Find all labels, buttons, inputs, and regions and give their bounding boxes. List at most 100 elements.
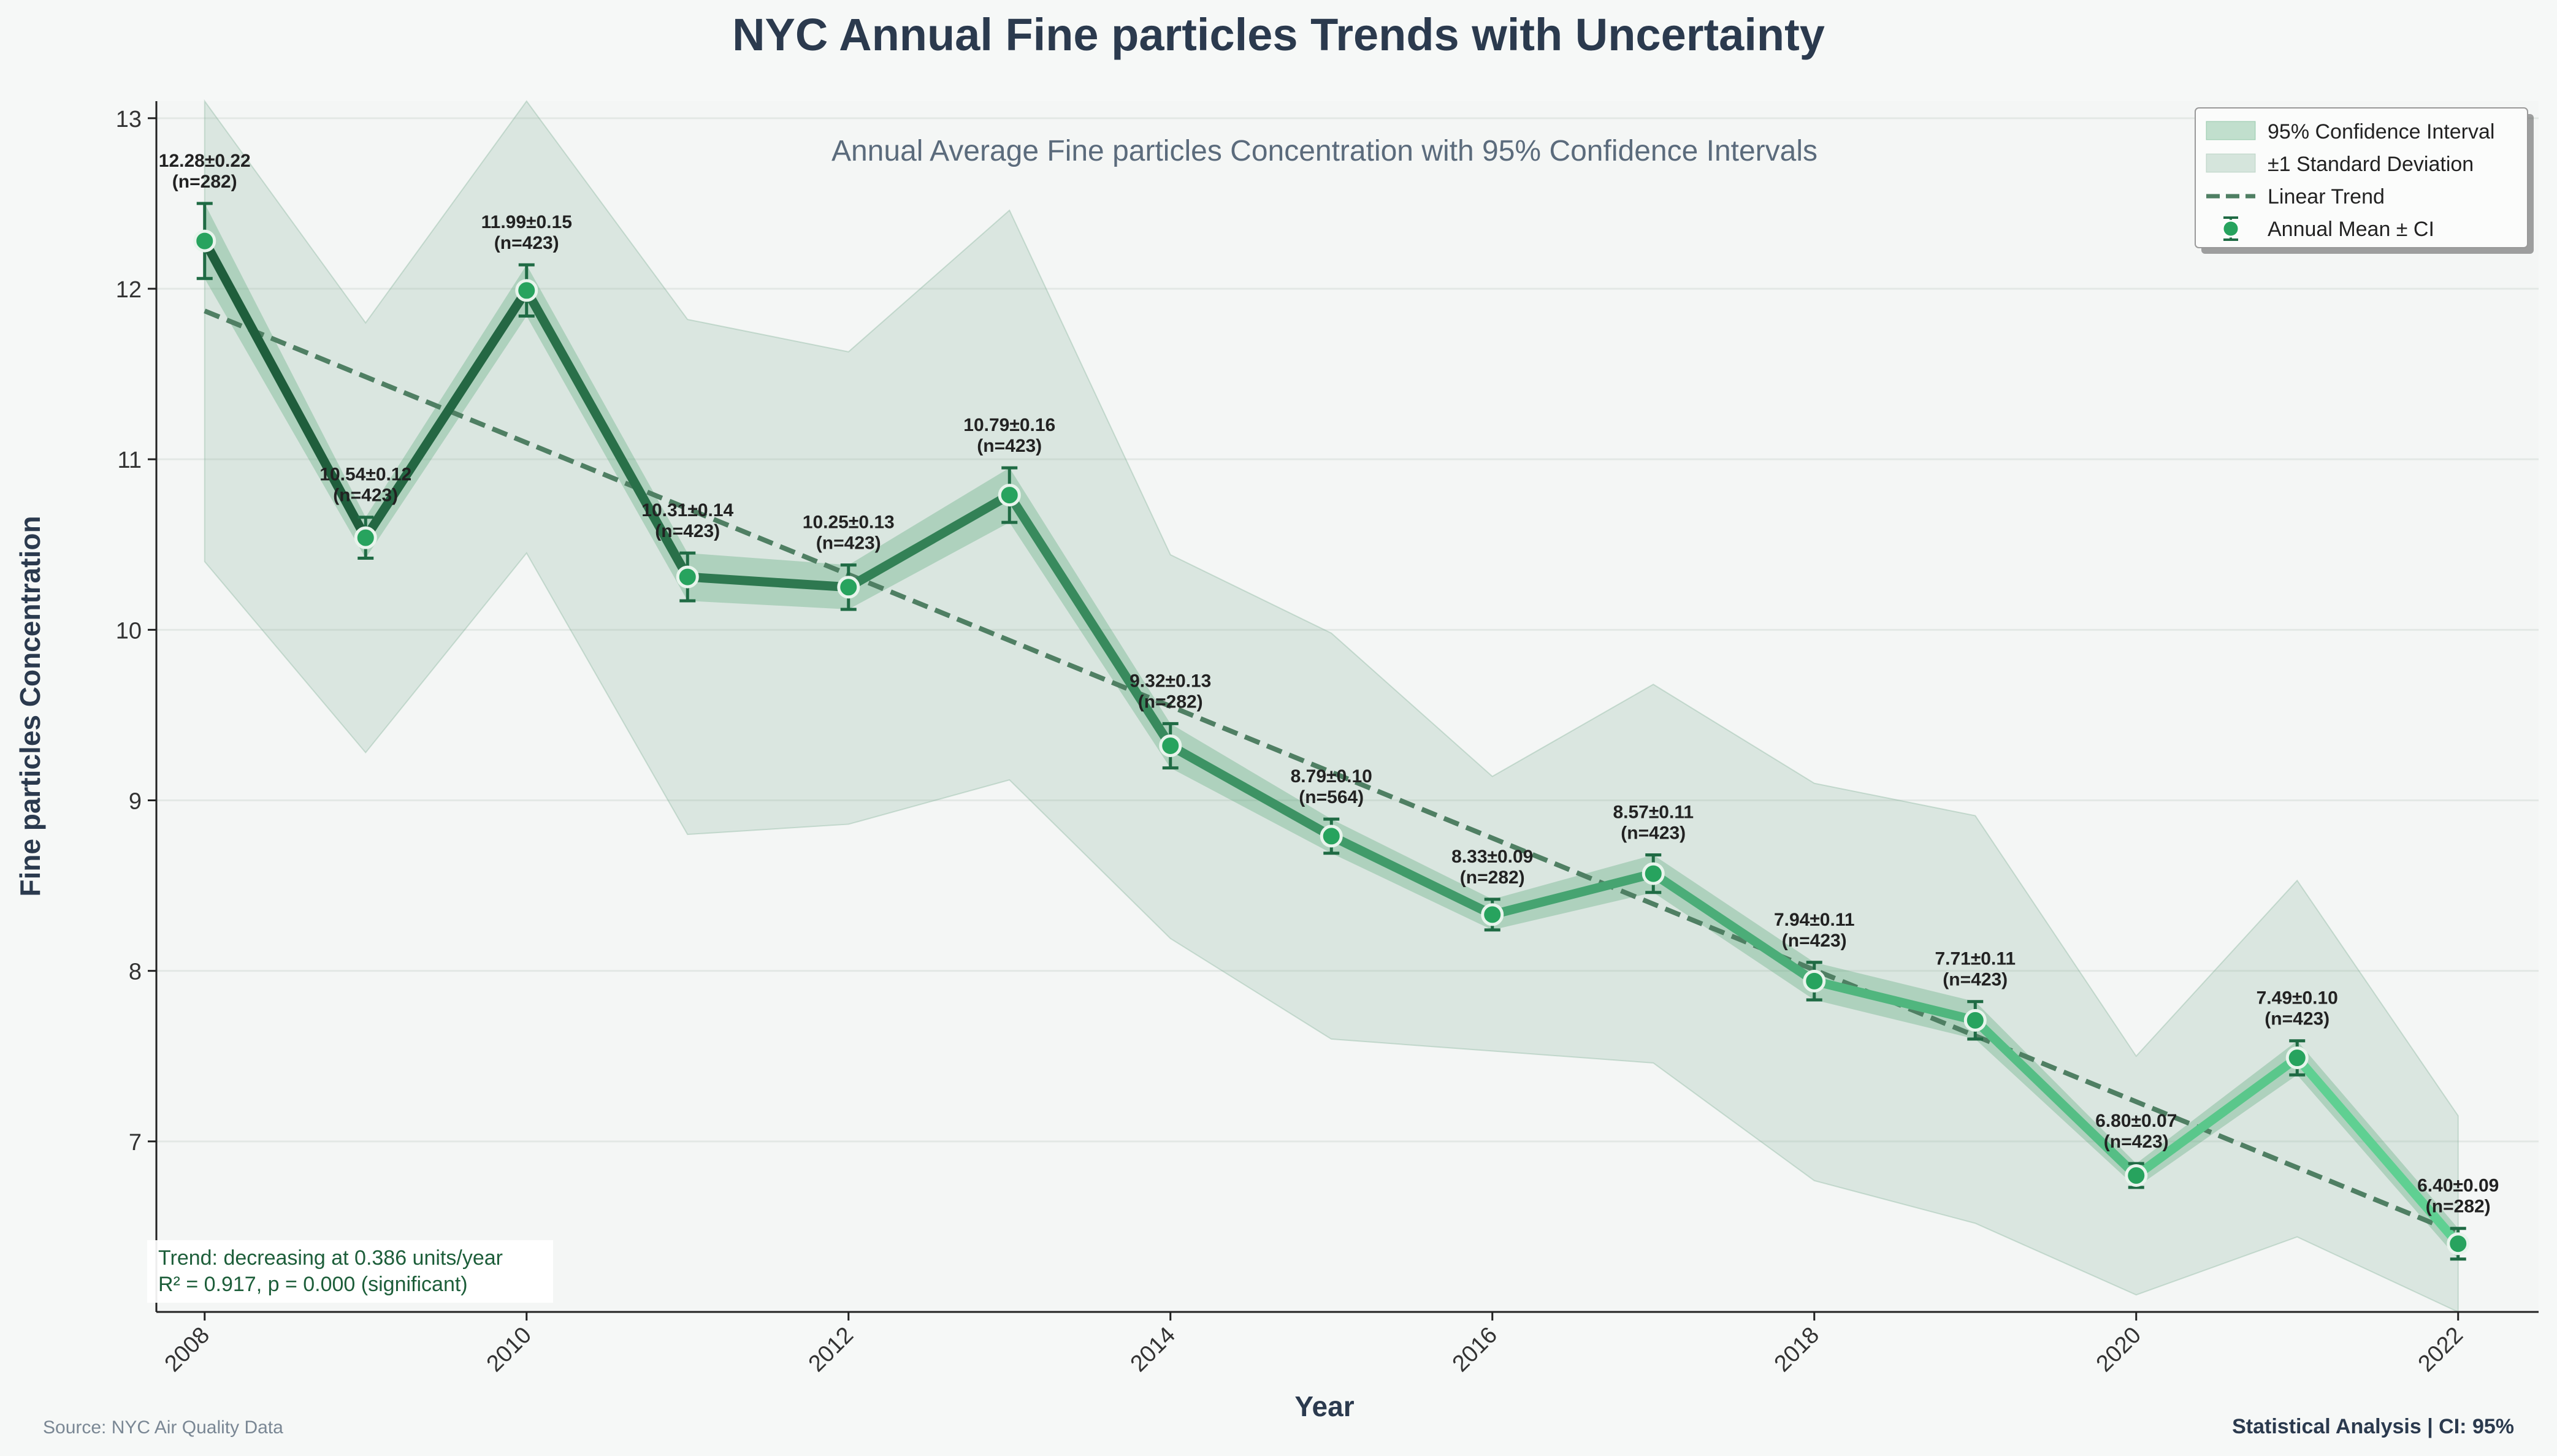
data-label-value: 8.79±0.10	[1291, 766, 1372, 787]
mean-line-segment	[2292, 1053, 2463, 1249]
stats-box: Trend: decreasing at 0.386 units/year R²…	[147, 1240, 553, 1303]
data-label-count: (n=423)	[977, 436, 1042, 456]
x-tick-label: 2014	[1126, 1322, 1180, 1377]
mean-line-segment	[1970, 1015, 2141, 1180]
ci-band	[204, 203, 2458, 1259]
y-tick-label: 13	[116, 107, 142, 132]
data-label-value: 7.49±0.10	[2257, 988, 2338, 1008]
mean-line-segment	[1166, 741, 1336, 841]
stats-line-1: Trend: decreasing at 0.386 units/year	[158, 1246, 503, 1270]
data-label-count: (n=282)	[172, 172, 237, 192]
x-tick-label: 2022	[2414, 1322, 2468, 1377]
data-label-value: 10.54±0.12	[319, 465, 411, 485]
mean-marker	[998, 484, 1021, 507]
stats-line-2: R² = 0.917, p = 0.000 (significant)	[158, 1273, 468, 1296]
point-labels-group: 12.28±0.22(n=282)10.54±0.12(n=423)11.99±…	[159, 151, 2499, 1217]
data-label-value: 10.79±0.16	[963, 415, 1055, 435]
data-label-count: (n=423)	[494, 233, 559, 253]
mean-marker	[2285, 1046, 2309, 1070]
mean-marker	[837, 576, 860, 599]
data-label-value: 12.28±0.22	[159, 151, 251, 171]
y-tick-label: 12	[116, 277, 142, 303]
data-label-value: 11.99±0.15	[481, 212, 572, 232]
stats-box-bg	[147, 1240, 553, 1303]
grid-lines	[156, 117, 2539, 1143]
x-tick-label: 2008	[160, 1322, 215, 1377]
y-tick-label: 11	[118, 448, 142, 473]
y-tick-label: 9	[129, 788, 142, 814]
mean-marker	[515, 279, 538, 302]
mean-line-group	[200, 236, 2463, 1249]
legend: 95% Confidence Interval ±1 Standard Devi…	[2195, 107, 2534, 254]
data-label-count: (n=423)	[655, 521, 720, 541]
mean-line-segment	[682, 572, 854, 592]
mean-marker	[2125, 1164, 2148, 1187]
data-label-value: 8.57±0.11	[1613, 802, 1694, 823]
data-label-count: (n=423)	[2265, 1009, 2330, 1029]
plot-area	[156, 101, 2539, 1312]
mean-marker	[1642, 862, 1665, 885]
mean-line-segment	[1488, 869, 1658, 920]
x-axis-label: Year	[1294, 1390, 1354, 1422]
mean-marker	[354, 526, 377, 549]
mean-line-segment	[1004, 490, 1175, 750]
chart-title: NYC Annual Fine particles Trends with Un…	[732, 9, 1825, 60]
mean-line-segment	[1648, 869, 1819, 986]
data-label-count: (n=423)	[2104, 1132, 2169, 1152]
data-label-value: 9.32±0.13	[1129, 671, 1211, 691]
legend-mean-marker	[2222, 219, 2240, 238]
mean-marker	[193, 229, 216, 253]
mean-marker	[1963, 1008, 1987, 1032]
data-label-count: (n=282)	[1460, 867, 1525, 888]
data-label-value: 6.40±0.09	[2417, 1176, 2499, 1196]
data-label-count: (n=564)	[1299, 787, 1364, 807]
legend-sd-label: ±1 Standard Deviation	[2268, 153, 2474, 176]
x-tick-label: 2018	[1770, 1322, 1824, 1377]
mean-marker	[1803, 969, 1826, 993]
y-ticks-group: 7 8 9 10 11 12 13	[116, 107, 156, 1156]
footer-stats: Statistical Analysis | CI: 95%	[2232, 1415, 2514, 1438]
data-label-count: (n=423)	[1782, 931, 1847, 951]
legend-ci-label: 95% Confidence Interval	[2268, 120, 2494, 143]
data-label-count: (n=282)	[2426, 1197, 2491, 1217]
y-tick-label: 8	[129, 959, 142, 985]
footer-source: Source: NYC Air Quality Data	[43, 1417, 283, 1438]
mean-marker	[676, 565, 699, 589]
y-tick-label: 10	[116, 618, 142, 644]
mean-line-segment	[361, 286, 532, 543]
mean-line-segment	[844, 490, 1014, 592]
data-label-value: 10.25±0.13	[803, 513, 895, 533]
data-label-count: (n=423)	[816, 533, 881, 554]
legend-box	[2195, 107, 2528, 248]
data-label-count: (n=282)	[1138, 692, 1203, 712]
mean-line-segment	[200, 236, 370, 543]
mean-line-segment	[522, 286, 692, 582]
data-label-value: 7.71±0.11	[1935, 949, 2016, 969]
subtitle: Annual Average Fine particles Concentrat…	[831, 135, 1817, 167]
mean-marker	[2447, 1232, 2470, 1256]
data-label-count: (n=423)	[1943, 970, 2008, 990]
data-label-value: 7.94±0.11	[1774, 910, 1855, 930]
y-axis-label: Fine particles Concentration	[14, 516, 46, 896]
x-ticks-group: 2008 2010 2012 2014 2016 2018 2020 2022	[160, 1312, 2468, 1377]
markers-group	[193, 229, 2470, 1256]
data-label-count: (n=423)	[1621, 823, 1686, 844]
mean-line-segment	[2131, 1053, 2302, 1180]
mean-line-segment	[1810, 976, 1980, 1025]
mean-line-segment	[1326, 831, 1497, 920]
ci-band-group	[204, 203, 2458, 1259]
data-label-count: (n=423)	[333, 486, 398, 506]
x-tick-label: 2020	[2092, 1322, 2146, 1377]
legend-trend-label: Linear Trend	[2268, 185, 2385, 208]
legend-ci-swatch	[2206, 121, 2256, 140]
data-label-value: 8.33±0.09	[1451, 847, 1533, 867]
legend-mean-label: Annual Mean ± CI	[2268, 218, 2434, 241]
legend-sd-swatch	[2206, 153, 2256, 173]
data-label-value: 10.31±0.14	[641, 500, 733, 520]
x-tick-label: 2010	[482, 1322, 537, 1377]
mean-marker	[1481, 903, 1504, 926]
x-tick-label: 2016	[1448, 1322, 1502, 1377]
mean-marker	[1159, 734, 1182, 757]
